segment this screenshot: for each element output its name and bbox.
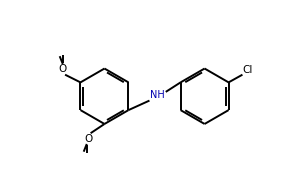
Text: O: O [84, 134, 92, 144]
Text: O: O [59, 64, 67, 74]
Text: NH: NH [150, 90, 165, 100]
Text: Cl: Cl [242, 65, 252, 75]
